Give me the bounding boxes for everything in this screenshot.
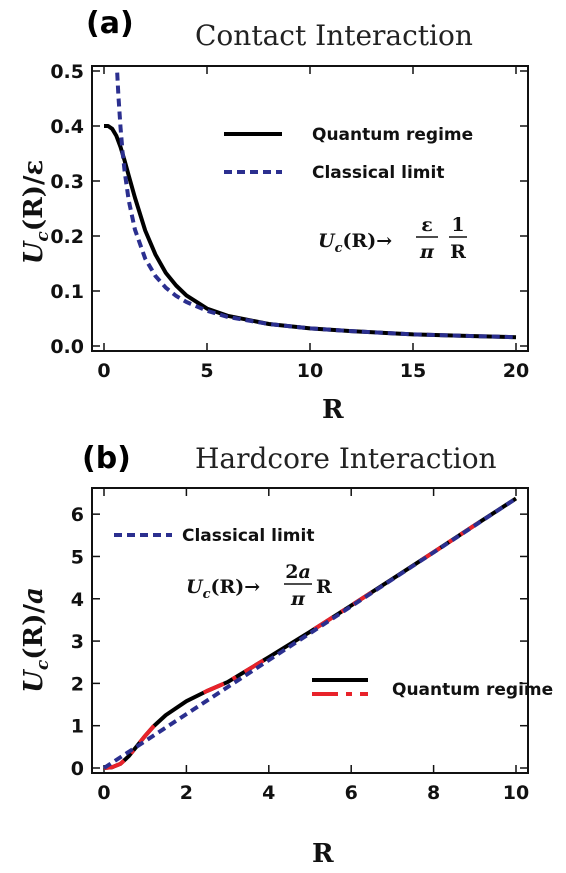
series-classical-limit [102,496,518,770]
svg-text:π: π [419,241,435,263]
y-tick-label: 0.2 [50,226,84,248]
panel-b-plot: 0 2 4 6 8 10 0 1 2 3 4 5 6 Classical limit Quantum reg… [71,487,553,804]
x-tick-label: 5 [200,360,213,382]
y-tick-label: 4 [71,589,84,611]
svg-text:R: R [450,241,466,263]
svg-text:R: R [316,576,332,598]
svg-text:Uc(R)→: Uc(R)→ [318,230,392,256]
y-tick-label: 0.0 [50,336,84,358]
svg-text:1: 1 [451,214,464,236]
panel-a-label: (a) [86,6,134,41]
y-tick-label: 0.1 [50,281,84,303]
svg-text:Uc(R)/ε: Uc(R)/ε [19,160,53,265]
x-tick-label: 10 [503,782,529,804]
svg-text:ε: ε [421,214,433,236]
svg-text:Uc(R)/a: Uc(R)/a [19,587,53,693]
y-tick-label: 0 [71,758,84,780]
x-tick-label: 2 [180,782,193,804]
panel-a-xlabel: R [322,395,344,425]
x-tick-label: 0 [97,360,110,382]
y-tick-label: 0.3 [50,171,84,193]
y-tick-label: 3 [71,631,84,653]
series-classical-limit [115,72,517,340]
x-tick-label: 15 [400,360,426,382]
panel-b-annotation: Uc(R)→ 2a π R [186,561,332,610]
svg-text:π: π [290,588,306,610]
y-tick-label: 2 [71,673,84,695]
legend-label-quantum: Quantum regime [312,125,473,145]
svg-text:2a: 2a [285,561,311,583]
panel-b-label: (b) [82,441,131,476]
panel-a-plot: 0 5 10 15 20 0.0 0.1 0.2 0.3 0.4 0.5 Quantum regime… [50,61,529,382]
y-tick-label: 0.5 [50,61,84,83]
x-tick-label: 10 [297,360,323,382]
y-tick-label: 5 [71,546,84,568]
legend-label-quantum: Quantum regime [392,680,553,700]
panel-a-title: Contact Interaction [195,19,473,52]
panel-b-ylabel: Uc(R)/a [19,587,53,693]
legend: Quantum regime Classical limit [224,125,473,183]
x-tick-label: 0 [97,782,110,804]
panel-a-annotation: Uc(R)→ ε π 1 R [318,214,467,263]
legend-label-classical: Classical limit [182,526,314,546]
x-tick-label: 4 [262,782,275,804]
panel-b-title: Hardcore Interaction [195,442,497,475]
plot-frame [91,487,529,774]
plot-frame [91,65,529,352]
x-tick-label: 8 [427,782,440,804]
y-tick-label: 1 [71,716,84,738]
x-tick-label: 20 [503,360,529,382]
svg-text:Uc(R)→: Uc(R)→ [186,576,260,602]
panel-b-xlabel: R [312,839,334,869]
y-tick-label: 6 [71,504,84,526]
y-tick-label: 0.4 [50,116,84,138]
legend-label-classical: Classical limit [312,163,444,183]
panel-a-ylabel: Uc(R)/ε [19,160,53,265]
x-tick-label: 6 [345,782,358,804]
legend: Classical limit Quantum regime [114,526,553,700]
